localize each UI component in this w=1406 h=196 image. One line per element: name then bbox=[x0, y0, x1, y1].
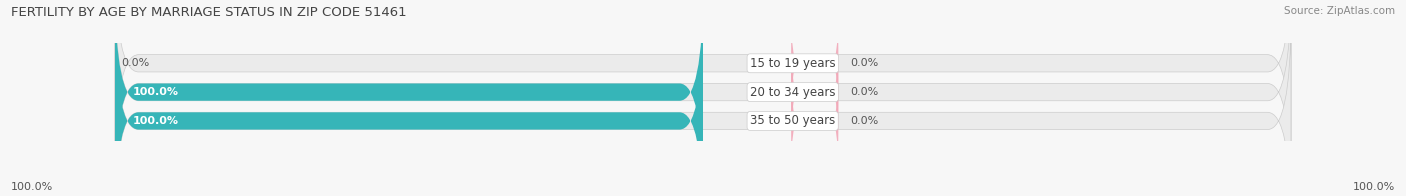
Text: 100.0%: 100.0% bbox=[132, 87, 179, 97]
Text: FERTILITY BY AGE BY MARRIAGE STATUS IN ZIP CODE 51461: FERTILITY BY AGE BY MARRIAGE STATUS IN Z… bbox=[11, 6, 406, 19]
Text: 20 to 34 years: 20 to 34 years bbox=[749, 86, 835, 99]
Text: Source: ZipAtlas.com: Source: ZipAtlas.com bbox=[1284, 6, 1395, 16]
Text: 100.0%: 100.0% bbox=[132, 116, 179, 126]
Text: 15 to 19 years: 15 to 19 years bbox=[749, 57, 835, 70]
Text: 100.0%: 100.0% bbox=[11, 182, 53, 192]
FancyBboxPatch shape bbox=[792, 71, 838, 171]
FancyBboxPatch shape bbox=[115, 0, 1291, 196]
FancyBboxPatch shape bbox=[115, 14, 703, 196]
FancyBboxPatch shape bbox=[792, 42, 838, 142]
FancyBboxPatch shape bbox=[115, 0, 1291, 170]
FancyBboxPatch shape bbox=[792, 13, 838, 114]
Text: 0.0%: 0.0% bbox=[851, 87, 879, 97]
Text: 0.0%: 0.0% bbox=[121, 58, 149, 68]
FancyBboxPatch shape bbox=[115, 0, 703, 196]
Text: 0.0%: 0.0% bbox=[851, 58, 879, 68]
Text: 100.0%: 100.0% bbox=[1353, 182, 1395, 192]
Text: 35 to 50 years: 35 to 50 years bbox=[749, 114, 835, 127]
FancyBboxPatch shape bbox=[115, 14, 1291, 196]
Text: 0.0%: 0.0% bbox=[851, 116, 879, 126]
